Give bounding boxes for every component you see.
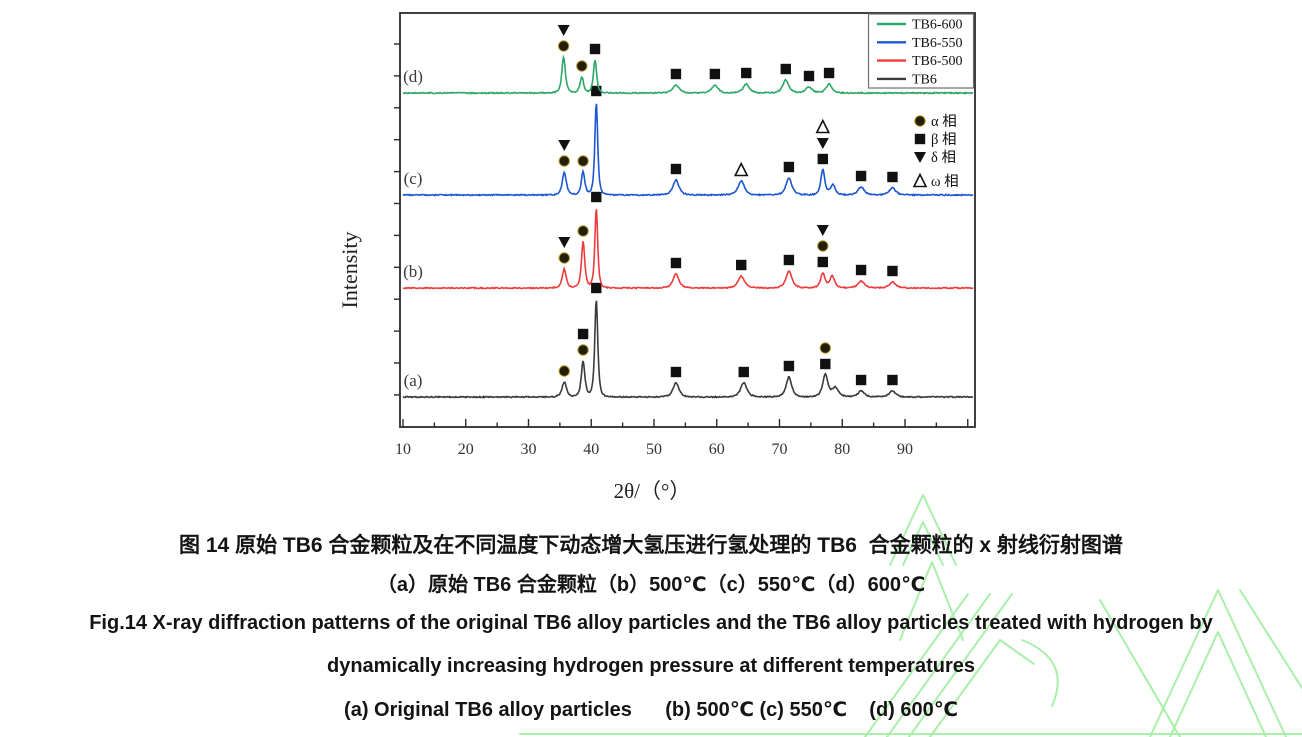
phase-legend: α 相β 相δ 相 ω 相: [912, 113, 959, 190]
plot-frame: [399, 12, 976, 428]
beta-phase-marker: [803, 70, 815, 82]
beta-phase-marker: [887, 265, 898, 277]
beta-phase-marker: [855, 374, 867, 386]
delta-phase-marker: [557, 25, 570, 36]
x-tick-label: 20: [458, 441, 474, 458]
beta-phase-marker: [577, 328, 589, 340]
caption-english-title: Fig.14 X-ray diffraction patterns of the…: [89, 612, 1213, 634]
x-tick-label: 60: [709, 441, 725, 458]
beta-phase-marker: [741, 67, 752, 79]
y-axis: [394, 43, 400, 396]
beta-phase-marker: [736, 259, 747, 271]
series-TB6-550: (c): [402, 85, 974, 197]
beta-phase-marker: [670, 68, 682, 80]
caption-chinese-title: 图 14 原始 TB6 合金颗粒及在不同温度下动态增大氢压进行氢处理的 TB6 …: [179, 534, 1123, 557]
phase-legend-label: ω 相: [931, 173, 959, 190]
beta-phase-marker: [887, 374, 898, 386]
beta-phase-marker: [670, 366, 682, 378]
legend-label: TB6-600: [912, 18, 963, 33]
x-tick-label: 10: [395, 441, 411, 458]
omega-phase-marker: [733, 161, 749, 177]
panel-label-c: (c): [404, 169, 423, 188]
beta-phase-marker: [820, 358, 831, 370]
series-TB6-600: (d): [402, 25, 974, 95]
beta-phase-marker: [783, 360, 795, 372]
alpha-phase-marker: [577, 155, 589, 167]
omega-phase-marker: [912, 172, 928, 188]
beta-phase-marker: [783, 161, 795, 173]
alpha-phase-marker: [577, 344, 589, 356]
beta-phase-marker: [591, 191, 602, 203]
curve-TB6: [402, 300, 974, 399]
beta-phase-marker: [817, 153, 828, 165]
phase-legend-label: β 相: [931, 131, 957, 148]
y-axis-title: Intensity: [337, 232, 362, 309]
alpha-phase-marker: [914, 115, 926, 127]
beta-phase-marker: [709, 68, 721, 80]
legend-label: TB6: [912, 72, 937, 87]
beta-phase-marker: [914, 133, 926, 145]
alpha-phase-marker: [577, 225, 589, 237]
beta-phase-marker: [783, 254, 795, 266]
xrd-chart: 10 20 30 40 50 60 70 80 90 2θ/（°） Intensity (a) (b) (…: [337, 12, 976, 503]
legend-label: TB6-550: [912, 36, 963, 51]
beta-phase-marker: [589, 43, 601, 55]
beta-phase-marker: [591, 85, 602, 97]
curve-TB6-550: [402, 103, 974, 197]
beta-phase-marker: [670, 163, 682, 175]
curve-TB6-600: [402, 54, 974, 95]
delta-phase-marker: [558, 140, 571, 151]
x-tick-label: 80: [834, 441, 850, 458]
series-TB6-500: (b): [402, 191, 974, 290]
beta-phase-marker: [823, 67, 835, 79]
series-TB6: (a): [402, 282, 974, 399]
beta-phase-marker: [738, 366, 749, 378]
alpha-phase-marker: [576, 60, 588, 72]
alpha-phase-marker: [817, 240, 829, 252]
alpha-phase-marker: [558, 252, 570, 264]
caption-english-title-line2: dynamically increasing hydrogen pressure…: [327, 655, 975, 677]
x-tick-label: 40: [583, 441, 599, 458]
phase-legend-label: δ 相: [931, 149, 956, 166]
x-tick-label: 90: [897, 441, 913, 458]
x-axis: 10 20 30 40 50 60 70 80 90: [395, 419, 969, 458]
panel-label-a: (a): [404, 371, 423, 390]
omega-phase-marker: [815, 118, 831, 134]
x-tick-label: 70: [772, 441, 788, 458]
beta-phase-marker: [855, 170, 867, 182]
alpha-phase-marker: [819, 342, 832, 354]
caption-chinese-subtitle: （a）原始 TB6 合金颗粒（b）500℃（c）550℃（d）600℃: [376, 574, 926, 596]
beta-phase-marker: [591, 282, 602, 294]
x-tick-label: 30: [521, 441, 537, 458]
x-tick-label: 50: [646, 441, 662, 458]
curve-TB6-500: [402, 209, 974, 290]
delta-phase-marker: [914, 152, 926, 163]
panel-label-d: (d): [403, 67, 423, 86]
caption-english-subtitle: (a) Original TB6 alloy particles (b) 500…: [344, 699, 958, 721]
panel-label-b: (b): [403, 262, 423, 281]
beta-phase-marker: [817, 256, 828, 268]
phase-legend-label: α 相: [931, 113, 957, 130]
beta-phase-marker: [670, 257, 682, 269]
legend-label: TB6-500: [912, 54, 963, 69]
series-legend: TB6-600 TB6-550 TB6-500 TB6: [867, 13, 975, 89]
alpha-phase-marker: [557, 40, 570, 52]
alpha-phase-marker: [558, 365, 570, 377]
beta-phase-marker: [855, 264, 867, 276]
delta-phase-marker: [816, 225, 829, 236]
beta-phase-marker: [780, 63, 791, 75]
alpha-phase-marker: [558, 155, 570, 167]
beta-phase-marker: [887, 171, 898, 183]
delta-phase-marker: [816, 138, 829, 149]
x-axis-title: 2θ/（°）: [614, 479, 691, 503]
delta-phase-marker: [558, 237, 571, 248]
